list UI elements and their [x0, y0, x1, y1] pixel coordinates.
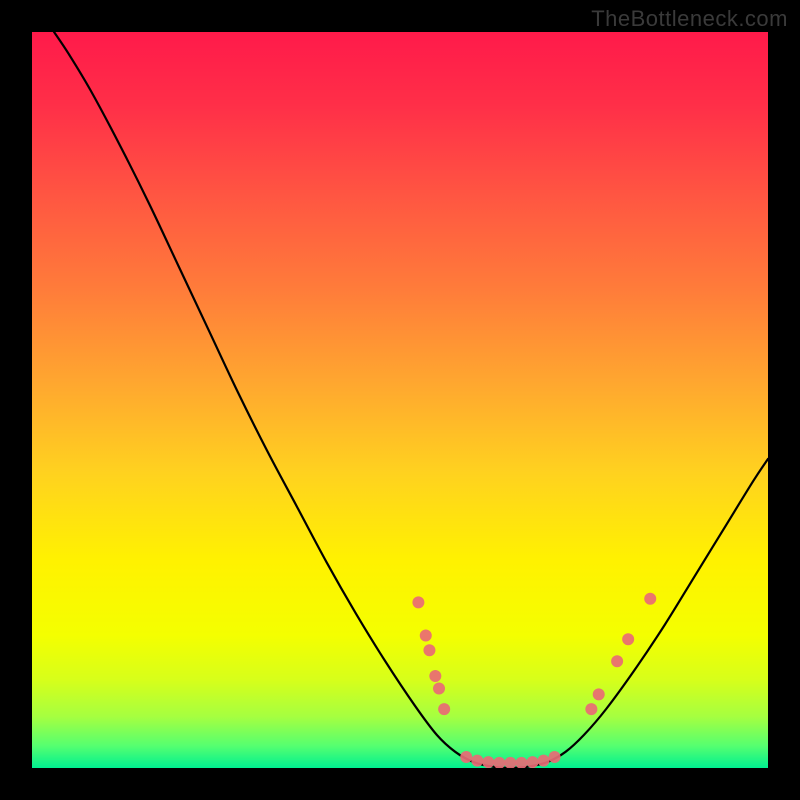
- data-marker: [549, 751, 561, 763]
- data-marker: [644, 593, 656, 605]
- data-marker: [482, 756, 494, 768]
- data-marker: [471, 755, 483, 767]
- data-marker: [538, 755, 550, 767]
- plot-area: [32, 32, 768, 768]
- data-marker: [460, 751, 472, 763]
- data-marker: [585, 703, 597, 715]
- gradient-background: [32, 32, 768, 768]
- data-marker: [438, 703, 450, 715]
- plot-svg: [32, 32, 768, 768]
- data-marker: [420, 630, 432, 642]
- data-marker: [412, 596, 424, 608]
- data-marker: [433, 683, 445, 695]
- data-marker: [423, 644, 435, 656]
- data-marker: [622, 633, 634, 645]
- watermark-text: TheBottleneck.com: [591, 6, 788, 32]
- data-marker: [611, 655, 623, 667]
- chart-container: TheBottleneck.com: [0, 0, 800, 800]
- data-marker: [593, 688, 605, 700]
- data-marker: [526, 756, 538, 768]
- data-marker: [429, 670, 441, 682]
